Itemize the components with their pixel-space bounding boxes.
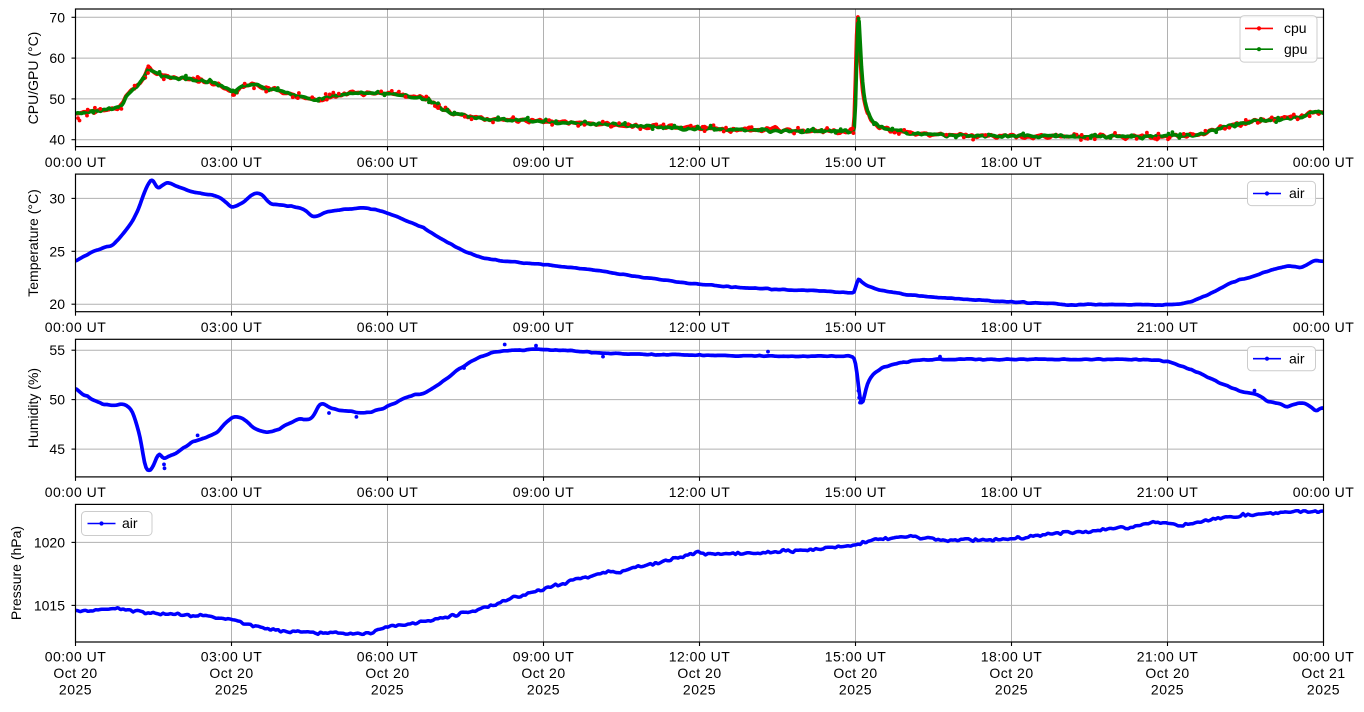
svg-text:1015: 1015 <box>34 597 65 613</box>
svg-text:03:00 UT: 03:00 UT <box>201 154 263 170</box>
svg-text:09:00 UT: 09:00 UT <box>513 154 575 170</box>
svg-text:09:00 UT: 09:00 UT <box>513 484 575 500</box>
svg-text:15:00 UT: 15:00 UT <box>825 484 887 500</box>
svg-text:air: air <box>1289 185 1305 201</box>
svg-text:Oct 20: Oct 20 <box>365 665 409 681</box>
svg-text:09:00 UT: 09:00 UT <box>513 648 575 664</box>
svg-text:18:00 UT: 18:00 UT <box>981 154 1043 170</box>
svg-text:21:00 UT: 21:00 UT <box>1137 319 1199 335</box>
svg-text:2025: 2025 <box>683 681 716 697</box>
svg-text:Oct 20: Oct 20 <box>53 665 97 681</box>
svg-text:55: 55 <box>49 342 65 358</box>
svg-text:03:00 UT: 03:00 UT <box>201 648 263 664</box>
svg-text:2025: 2025 <box>371 681 404 697</box>
svg-text:00:00 UT: 00:00 UT <box>45 484 107 500</box>
svg-text:2025: 2025 <box>527 681 560 697</box>
svg-text:Humidity (%): Humidity (%) <box>25 368 41 448</box>
svg-text:00:00 UT: 00:00 UT <box>45 154 107 170</box>
svg-text:21:00 UT: 21:00 UT <box>1137 154 1199 170</box>
svg-text:00:00 UT: 00:00 UT <box>1293 154 1355 170</box>
svg-text:12:00 UT: 12:00 UT <box>669 484 731 500</box>
svg-text:air: air <box>122 515 138 531</box>
svg-text:2025: 2025 <box>1151 681 1184 697</box>
svg-text:air: air <box>1289 350 1305 366</box>
svg-text:Oct 20: Oct 20 <box>521 665 565 681</box>
svg-text:CPU/GPU (°C): CPU/GPU (°C) <box>25 32 41 125</box>
svg-text:1020: 1020 <box>34 534 65 550</box>
svg-text:06:00 UT: 06:00 UT <box>357 648 419 664</box>
svg-text:06:00 UT: 06:00 UT <box>357 319 419 335</box>
svg-text:15:00 UT: 15:00 UT <box>825 319 887 335</box>
svg-text:45: 45 <box>49 441 65 457</box>
svg-text:12:00 UT: 12:00 UT <box>669 648 731 664</box>
svg-text:2025: 2025 <box>59 681 92 697</box>
svg-text:12:00 UT: 12:00 UT <box>669 154 731 170</box>
svg-text:cpu: cpu <box>1284 20 1307 36</box>
svg-text:2025: 2025 <box>215 681 248 697</box>
svg-text:03:00 UT: 03:00 UT <box>201 484 263 500</box>
svg-text:Oct 20: Oct 20 <box>989 665 1033 681</box>
svg-text:00:00 UT: 00:00 UT <box>1293 484 1355 500</box>
svg-text:06:00 UT: 06:00 UT <box>357 484 419 500</box>
svg-text:Oct 20: Oct 20 <box>677 665 721 681</box>
svg-text:50: 50 <box>49 392 65 408</box>
svg-text:70: 70 <box>49 9 65 25</box>
svg-text:gpu: gpu <box>1284 41 1307 57</box>
svg-text:2025: 2025 <box>839 681 872 697</box>
svg-text:18:00 UT: 18:00 UT <box>981 319 1043 335</box>
svg-text:18:00 UT: 18:00 UT <box>981 648 1043 664</box>
svg-text:2025: 2025 <box>1307 681 1340 697</box>
svg-text:06:00 UT: 06:00 UT <box>357 154 419 170</box>
svg-text:Oct 20: Oct 20 <box>833 665 877 681</box>
svg-text:15:00 UT: 15:00 UT <box>825 648 887 664</box>
svg-text:Oct 20: Oct 20 <box>1145 665 1189 681</box>
svg-text:18:00 UT: 18:00 UT <box>981 484 1043 500</box>
svg-text:2025: 2025 <box>995 681 1028 697</box>
svg-text:09:00 UT: 09:00 UT <box>513 319 575 335</box>
svg-text:21:00 UT: 21:00 UT <box>1137 648 1199 664</box>
svg-text:00:00 UT: 00:00 UT <box>1293 319 1355 335</box>
svg-text:03:00 UT: 03:00 UT <box>201 319 263 335</box>
svg-text:00:00 UT: 00:00 UT <box>45 648 107 664</box>
svg-text:30: 30 <box>49 190 65 206</box>
svg-text:15:00 UT: 15:00 UT <box>825 154 887 170</box>
svg-text:50: 50 <box>49 91 65 107</box>
svg-text:20: 20 <box>49 296 65 312</box>
svg-text:40: 40 <box>49 132 65 148</box>
svg-text:Oct 20: Oct 20 <box>209 665 253 681</box>
svg-text:Temperature (°C): Temperature (°C) <box>25 189 41 297</box>
svg-text:12:00 UT: 12:00 UT <box>669 319 731 335</box>
svg-text:Oct 21: Oct 21 <box>1301 665 1345 681</box>
svg-text:60: 60 <box>49 50 65 66</box>
svg-text:21:00 UT: 21:00 UT <box>1137 484 1199 500</box>
svg-text:Pressure (hPa): Pressure (hPa) <box>8 526 24 620</box>
svg-text:00:00 UT: 00:00 UT <box>1293 648 1355 664</box>
svg-text:25: 25 <box>49 243 65 259</box>
svg-text:00:00 UT: 00:00 UT <box>45 319 107 335</box>
